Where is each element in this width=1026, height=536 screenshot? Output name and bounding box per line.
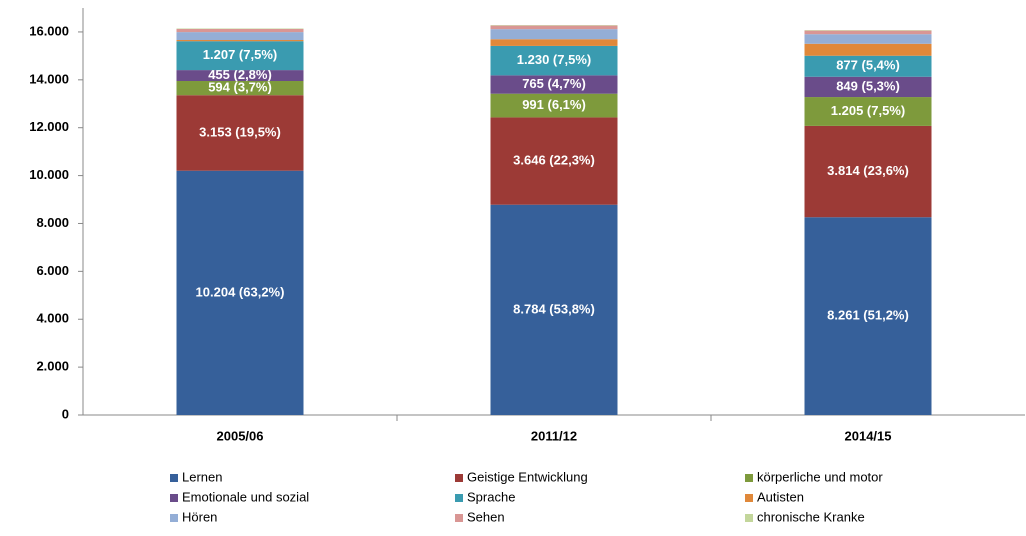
legend-label: Hören: [182, 509, 217, 524]
data-label: 991 (6,1%): [522, 97, 586, 112]
legend-label: Autisten: [757, 489, 804, 504]
bar-segment: [804, 217, 932, 415]
legend-swatch: [745, 494, 753, 502]
bar-segment: [176, 32, 304, 41]
legend-swatch: [170, 474, 178, 482]
data-label: 1.205 (7,5%): [831, 103, 905, 118]
data-label: 3.814 (23,6%): [827, 163, 909, 178]
legend-label: Emotionale und sozial: [182, 489, 309, 504]
legend-swatch: [745, 474, 753, 482]
x-tick-label: 2014/15: [845, 428, 892, 443]
data-label: 849 (5,3%): [836, 78, 900, 93]
bar-segment: [804, 76, 932, 98]
y-tick-label: 16.000: [29, 23, 69, 38]
y-tick-label: 14.000: [29, 71, 69, 86]
legend-label: Lernen: [182, 469, 222, 484]
bar-segment: [176, 28, 304, 33]
legend-label: chronische Kranke: [757, 509, 865, 524]
y-tick-label: 0: [62, 406, 69, 421]
bar-segment: [490, 117, 618, 205]
y-tick-label: 12.000: [29, 119, 69, 134]
legend-label: Sprache: [467, 489, 515, 504]
y-tick-label: 8.000: [36, 215, 69, 230]
legend-label: körperliche und motor: [757, 469, 883, 484]
bar-segment: [804, 43, 932, 56]
data-label: 1.207 (7,5%): [203, 47, 277, 62]
data-label: 8.261 (51,2%): [827, 308, 909, 323]
bar-segment: [176, 41, 304, 71]
legend-swatch: [170, 494, 178, 502]
y-tick-label: 6.000: [36, 263, 69, 278]
bar-segment: [490, 45, 618, 76]
data-label: 8.784 (53,8%): [513, 301, 595, 316]
legend-label: Sehen: [467, 509, 505, 524]
legend-label: Geistige Entwicklung: [467, 469, 588, 484]
data-label: 455 (2,8%): [208, 67, 272, 82]
bar-segment: [176, 40, 304, 42]
legend-swatch: [745, 514, 753, 522]
legend-swatch: [170, 514, 178, 522]
bar-segment: [490, 25, 618, 30]
data-label: 594 (3,7%): [208, 80, 272, 95]
bar-segment: [490, 39, 618, 46]
bar-segment: [490, 29, 618, 40]
bar-segment: [490, 204, 618, 415]
y-tick-label: 2.000: [36, 359, 69, 374]
bar-segment: [804, 30, 932, 35]
bar-segment: [804, 97, 932, 126]
data-label: 1.230 (7,5%): [517, 52, 591, 67]
bar-segment: [804, 34, 932, 44]
bar-segment: [176, 95, 304, 171]
bar-segment: [804, 55, 932, 77]
y-tick-label: 4.000: [36, 311, 69, 326]
data-label: 10.204 (63,2%): [196, 284, 285, 299]
bar-segment: [490, 75, 618, 94]
data-label: 3.153 (19,5%): [199, 124, 281, 139]
bar-segment: [176, 80, 304, 96]
data-label: 3.646 (22,3%): [513, 152, 595, 167]
legend-swatch: [455, 514, 463, 522]
bar-segment: [804, 125, 932, 218]
legend-swatch: [455, 494, 463, 502]
bar-segment: [176, 170, 304, 415]
legend-swatch: [455, 474, 463, 482]
bar-segment: [490, 93, 618, 118]
data-label: 877 (5,4%): [836, 58, 900, 73]
x-tick-label: 2011/12: [531, 428, 577, 443]
data-label: 765 (4,7%): [522, 76, 586, 91]
x-tick-label: 2005/06: [217, 428, 264, 443]
bar-segment: [176, 70, 304, 81]
y-tick-label: 10.000: [29, 167, 69, 182]
